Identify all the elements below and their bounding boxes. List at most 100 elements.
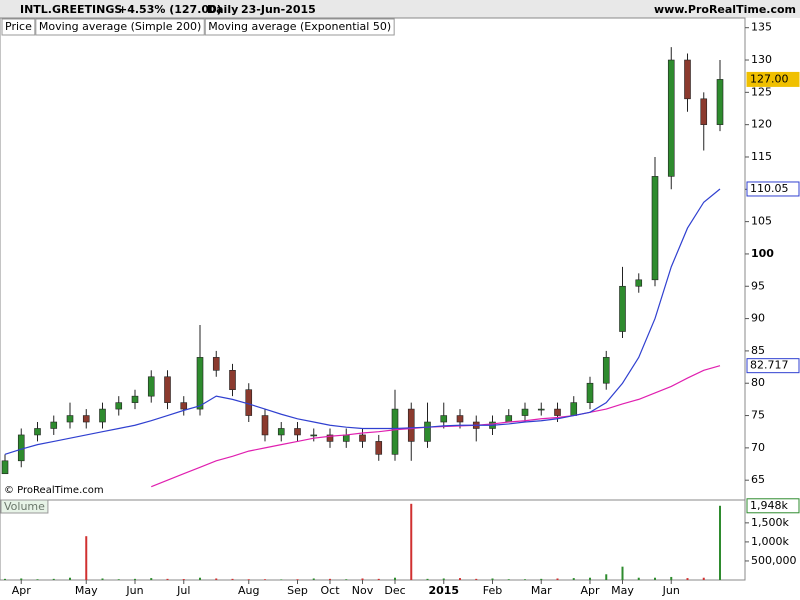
volume-bar [150,578,153,580]
value-marker [746,181,800,197]
candle-body [294,428,301,436]
value-marker [746,358,800,374]
volume-bar [621,566,624,580]
x-tick-label: Jun [662,584,680,597]
volume-bar [556,578,559,580]
candle-body [554,408,561,416]
volume-bar [199,577,201,580]
x-tick-label: Sep [287,584,308,597]
legend-box [1,18,36,36]
volume-bar [231,578,234,580]
candle-body [245,389,253,416]
volume-bar [20,578,23,580]
volume-bar [377,578,380,580]
volume-bar [475,578,478,580]
volume-bar [686,578,689,580]
candle-body [424,421,431,442]
candle-body [1,460,9,475]
legend-box [35,18,205,36]
candle-body [342,434,350,442]
y-tick-label: 65 [751,473,765,486]
x-tick-label: Aug [238,584,259,597]
candle-body [277,428,285,436]
legend-entry: Moving average (Simple 200) [39,20,201,33]
legend-entry: Moving average (Exponential 50) [208,20,391,33]
candle-body [407,408,415,442]
candle-body [180,402,188,410]
candle-body [456,415,464,423]
x-tick-label: Feb [483,584,502,597]
candle-body [310,434,318,437]
x-tick-label: Jul [176,584,190,597]
header-bar [0,0,800,18]
volume-bar [69,577,71,580]
volume-bar [85,536,88,580]
candle-body [667,59,675,177]
volume-bar [524,579,526,580]
site: www.ProRealTime.com [654,3,796,16]
candle-body [716,79,724,125]
candle-body [66,415,74,423]
value-marker [746,71,800,87]
volume-bar [540,578,543,580]
volume-bar [36,579,39,580]
candle-body [147,376,155,397]
y-tick-label: 105 [751,215,772,228]
x-tick-label: May [75,584,98,597]
candle-body [635,279,643,287]
candle-body [586,382,594,403]
volume-bar [719,505,721,580]
y-tick-label: 70 [751,441,765,454]
value-marker-label: 127.00 [750,72,789,85]
x-tick-label: May [611,584,634,597]
candle-body [196,357,204,410]
candle-body [391,408,399,455]
volume-panel [0,499,746,581]
y-tick-label: 75 [751,409,765,422]
copyright: © ProRealTime.com [4,485,104,496]
candle-body [359,434,366,442]
volume-bar [101,578,104,580]
y-tick-label: 115 [751,150,772,163]
volume-bar [166,578,169,580]
candle-body [229,370,236,390]
period: Daily [207,3,238,16]
y-tick-label: 135 [751,21,772,34]
volume-bar [702,577,705,580]
candle-body [261,415,269,436]
volume-bar [280,579,283,580]
value-marker [746,498,800,514]
candle-body [50,421,58,429]
volume-bar [410,503,413,580]
candle-body [375,441,383,455]
x-tick-label: Apr [580,584,600,597]
volume-bar [312,578,315,580]
candle-body [440,415,448,423]
y-tick-label: 80 [751,376,765,389]
volume-bar [215,578,218,580]
volume-bar [52,578,55,580]
volume-bar [637,577,640,580]
y-tick-label: 1,000k [751,535,789,548]
x-tick-label: Apr [12,584,32,597]
x-tick-label: Mar [531,584,552,597]
moving-average-line [4,188,721,455]
x-tick-label: 2015 [428,584,459,597]
legend-entry: Price [5,20,32,33]
volume-bar [589,577,591,580]
candle-body [505,415,513,423]
y-tick-label: 120 [751,118,772,131]
y-tick-label: 85 [751,344,765,357]
y-tick-label: 100 [751,247,774,260]
volume-bar [345,579,348,580]
candle-body [602,357,610,384]
y-tick-label: 90 [751,312,765,325]
panel-title-box [0,499,49,514]
volume-bar [361,578,364,580]
candle-body [164,376,171,403]
volume-bar [182,579,185,580]
candle-body [115,402,123,410]
legend-box [204,18,395,36]
volume-bar [491,578,494,580]
